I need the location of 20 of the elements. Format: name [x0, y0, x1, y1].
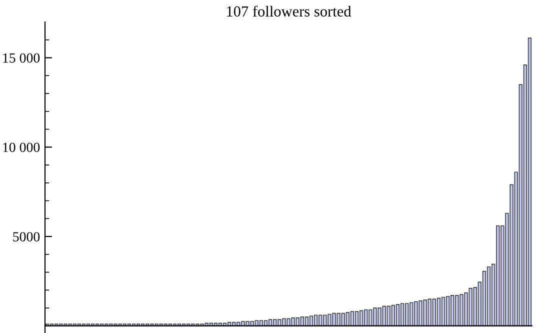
bar — [391, 304, 396, 326]
bar — [400, 303, 404, 326]
bar — [482, 270, 486, 326]
bar — [354, 311, 359, 326]
bar — [446, 296, 450, 326]
y-tick-label: 10 000 — [3, 142, 40, 152]
bar — [304, 316, 309, 326]
y-tick-label: 15 000 — [3, 53, 40, 63]
bar — [314, 314, 318, 326]
bar — [528, 38, 532, 326]
bar — [486, 266, 491, 326]
chart-title: 107 followers sorted — [227, 6, 352, 17]
bar — [350, 311, 354, 326]
y-tick-label: 5000 — [13, 232, 40, 242]
bar — [396, 304, 400, 326]
bar — [268, 319, 272, 326]
bar — [359, 310, 364, 326]
bar — [441, 296, 446, 326]
bar — [436, 298, 441, 326]
bar — [309, 316, 314, 326]
